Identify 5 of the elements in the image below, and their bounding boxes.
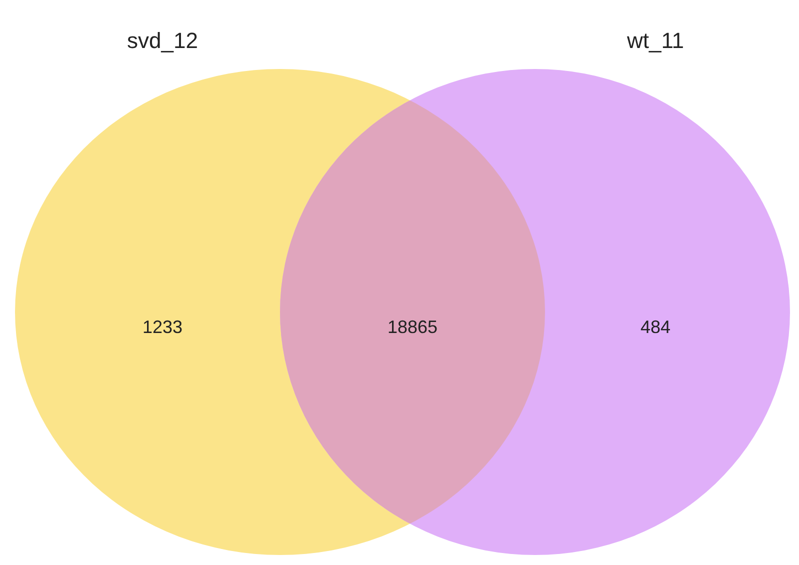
- data-label: 484: [640, 316, 671, 337]
- category-label: wt_11: [626, 28, 684, 54]
- data-label: 1233: [142, 316, 183, 337]
- category-label: svd_12: [127, 28, 198, 54]
- data-label: 18865: [387, 316, 438, 337]
